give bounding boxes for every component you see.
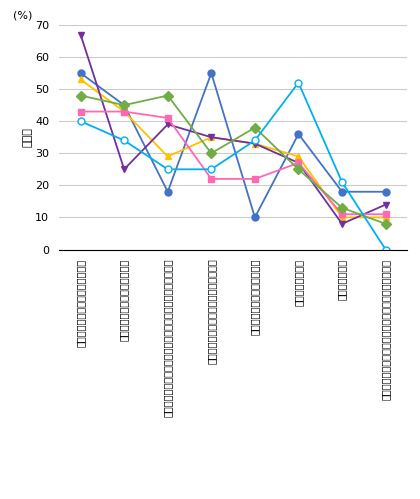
製造業（N＝37）	[165, 115, 170, 121]
商業・流通業（N＝40）	[296, 166, 301, 172]
製造業（N＝37）	[252, 176, 257, 182]
情報通信業（N＝62）	[339, 221, 344, 227]
農林水産業・鉱業（N＝11）	[252, 215, 257, 221]
情報通信業（N＝62）	[78, 31, 83, 37]
農林水産業・鉱業（N＝11）	[165, 189, 170, 195]
Text: (%): (%)	[13, 10, 33, 20]
サービス業（N＝33）	[296, 80, 301, 86]
サービス業（N＝33）	[78, 118, 83, 124]
情報通信業（N＝62）	[209, 134, 214, 140]
サービス業（N＝33）	[165, 166, 170, 172]
商業・流通業（N＝40）	[209, 150, 214, 156]
Line: エネルギー・インフラ業（N＝49）: エネルギー・インフラ業（N＝49）	[77, 76, 389, 221]
製造業（N＝37）	[296, 160, 301, 166]
情報通信業（N＝62）	[122, 166, 127, 172]
サービス業（N＝33）	[383, 247, 388, 252]
製造業（N＝37）	[383, 211, 388, 217]
エネルギー・インフラ業（N＝49）	[252, 141, 257, 147]
農林水産業・鉱業（N＝11）	[122, 102, 127, 108]
商業・流通業（N＝40）	[78, 92, 83, 98]
サービス業（N＝33）	[339, 179, 344, 185]
Line: 商業・流通業（N＝40）: 商業・流通業（N＝40）	[77, 92, 389, 228]
農林水産業・鉱業（N＝11）	[383, 189, 388, 195]
サービス業（N＝33）	[252, 137, 257, 143]
Y-axis label: 回答率: 回答率	[22, 127, 32, 147]
Line: サービス業（N＝33）: サービス業（N＝33）	[77, 79, 389, 253]
エネルギー・インフラ業（N＝49）	[209, 134, 214, 140]
情報通信業（N＝62）	[383, 202, 388, 208]
商業・流通業（N＝40）	[339, 205, 344, 211]
農林水産業・鉱業（N＝11）	[209, 70, 214, 76]
製造業（N＝37）	[122, 109, 127, 115]
エネルギー・インフラ業（N＝49）	[339, 215, 344, 221]
エネルギー・インフラ業（N＝49）	[165, 154, 170, 160]
商業・流通業（N＝40）	[122, 102, 127, 108]
Line: 情報通信業（N＝62）: 情報通信業（N＝62）	[77, 31, 389, 228]
サービス業（N＝33）	[209, 166, 214, 172]
商業・流通業（N＝40）	[165, 92, 170, 98]
エネルギー・インフラ業（N＝49）	[296, 154, 301, 160]
エネルギー・インフラ業（N＝49）	[122, 109, 127, 115]
情報通信業（N＝62）	[296, 160, 301, 166]
製造業（N＝37）	[339, 211, 344, 217]
情報通信業（N＝62）	[252, 141, 257, 147]
サービス業（N＝33）	[122, 137, 127, 143]
農林水産業・鉱業（N＝11）	[78, 70, 83, 76]
エネルギー・インフラ業（N＝49）	[78, 76, 83, 82]
製造業（N＝37）	[78, 109, 83, 115]
商業・流通業（N＝40）	[252, 125, 257, 131]
農林水産業・鉱業（N＝11）	[339, 189, 344, 195]
商業・流通業（N＝40）	[383, 221, 388, 227]
情報通信業（N＝62）	[165, 121, 170, 127]
製造業（N＝37）	[209, 176, 214, 182]
Line: 農林水産業・鉱業（N＝11）: 農林水産業・鉱業（N＝11）	[77, 69, 389, 221]
Line: 製造業（N＝37）: 製造業（N＝37）	[77, 108, 389, 218]
農林水産業・鉱業（N＝11）	[296, 131, 301, 137]
エネルギー・インフラ業（N＝49）	[383, 215, 388, 221]
